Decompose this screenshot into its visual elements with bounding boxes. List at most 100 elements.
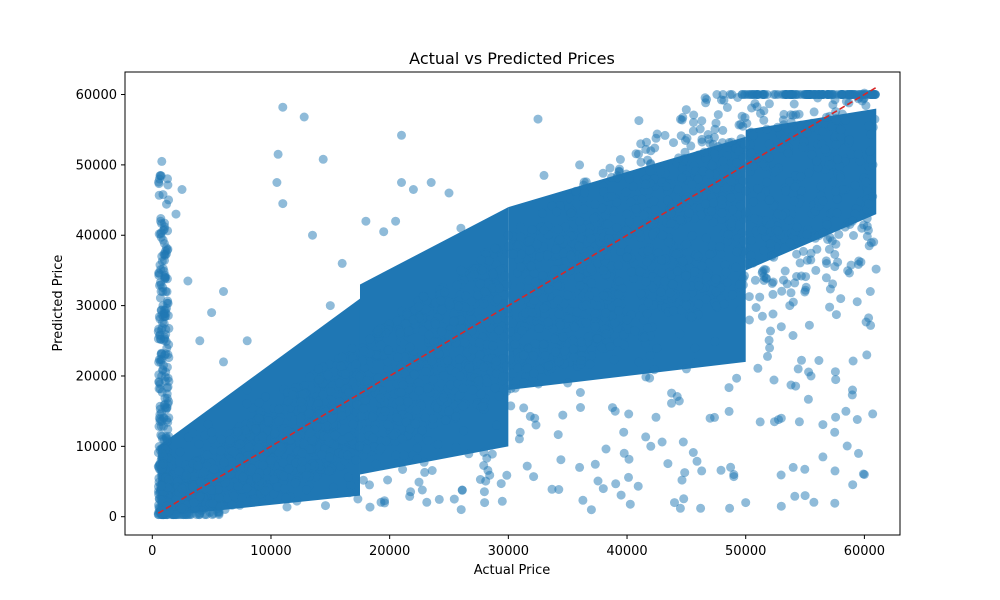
scatter-point (674, 153, 684, 163)
scatter-point (601, 308, 611, 318)
scatter-point (371, 459, 381, 469)
scatter-point (288, 390, 298, 400)
scatter-point (593, 258, 603, 268)
scatter-point (524, 236, 534, 246)
scatter-point (560, 346, 570, 356)
scatter-point (156, 357, 166, 367)
scatter-point (780, 266, 790, 276)
scatter-point (530, 339, 540, 349)
scatter-point (479, 447, 489, 457)
scatter-point (821, 256, 831, 266)
scatter-point (290, 478, 300, 488)
scatter-point (842, 441, 852, 451)
scatter-point (456, 223, 466, 233)
scatter-point (645, 351, 655, 360)
scatter-point (677, 475, 687, 485)
scatter-point (821, 273, 831, 283)
scatter-point (675, 329, 685, 339)
scatter-point (846, 149, 856, 159)
scatter-point (323, 370, 333, 380)
scatter-point (811, 265, 821, 275)
scatter-point (162, 434, 172, 444)
scatter-point (156, 334, 166, 344)
scatter-point (337, 258, 347, 268)
scatter-point (657, 255, 666, 265)
scatter-point (380, 498, 390, 508)
scatter-point (422, 497, 432, 507)
scatter-point (791, 90, 801, 99)
scatter-point (302, 485, 311, 495)
scatter-point (254, 413, 264, 423)
scatter-point (397, 178, 406, 187)
scatter-point (157, 371, 167, 381)
scatter-point (741, 207, 751, 217)
scatter-point (833, 154, 843, 164)
scatter-point (318, 154, 328, 164)
scatter-point (764, 99, 774, 109)
scatter-point (279, 471, 289, 481)
scatter-point (552, 207, 562, 217)
scatter-point (601, 444, 611, 454)
scatter-point (209, 464, 219, 474)
scatter-point (666, 219, 676, 228)
scatter-point (444, 406, 454, 416)
scatter-point (850, 209, 860, 219)
scatter-point (554, 357, 564, 367)
scatter-point (773, 209, 783, 219)
scatter-point (656, 287, 666, 297)
scatter-point (837, 109, 847, 119)
scatter-point (283, 396, 293, 406)
scatter-point (589, 214, 599, 223)
scatter-point (794, 417, 804, 427)
scatter-point (538, 293, 548, 303)
scatter-point (708, 160, 718, 170)
scatter-point (208, 499, 218, 508)
scatter-point (488, 341, 498, 351)
scatter-point (806, 255, 816, 265)
scatter-point (646, 441, 656, 451)
scatter-point (641, 432, 651, 442)
scatter-point (738, 236, 748, 246)
scatter-point (490, 243, 500, 253)
scatter-point (365, 480, 374, 490)
scatter-point (748, 258, 758, 268)
scatter-point (530, 277, 540, 287)
scatter-point (712, 184, 721, 194)
scatter-point (859, 88, 869, 98)
scatter-point (419, 292, 429, 302)
scatter-point (175, 447, 185, 457)
scatter-point (229, 491, 239, 501)
scatter-point (652, 343, 662, 353)
scatter-point (694, 299, 704, 309)
scatter-point (258, 431, 268, 441)
scatter-point (850, 180, 860, 190)
scatter-point (235, 500, 245, 510)
scatter-point (781, 186, 791, 196)
scatter-point (585, 359, 595, 369)
scatter-point (831, 412, 841, 422)
scatter-point (358, 475, 368, 485)
scatter-point (598, 168, 608, 178)
scatter-point (724, 383, 734, 393)
x-tick-label: 10000 (250, 544, 291, 559)
scatter-point (384, 345, 393, 355)
scatter-point (483, 377, 492, 387)
scatter-point (718, 156, 728, 166)
scatter-point (308, 230, 317, 240)
scatter-point (809, 497, 819, 507)
scatter-point (272, 178, 282, 187)
scatter-point (572, 307, 582, 317)
scatter-point (740, 139, 750, 149)
y-tick-label: 30000 (76, 299, 117, 314)
scatter-point (820, 144, 830, 154)
scatter-point (219, 457, 229, 467)
scatter-point (233, 481, 243, 491)
scatter-point (278, 102, 288, 112)
scatter-point (651, 412, 661, 422)
scatter-point (207, 308, 217, 318)
scatter-point (529, 269, 539, 278)
scatter-point (825, 284, 835, 294)
scatter-point (434, 494, 444, 504)
scatter-point (852, 415, 862, 424)
scatter-point (301, 470, 311, 479)
